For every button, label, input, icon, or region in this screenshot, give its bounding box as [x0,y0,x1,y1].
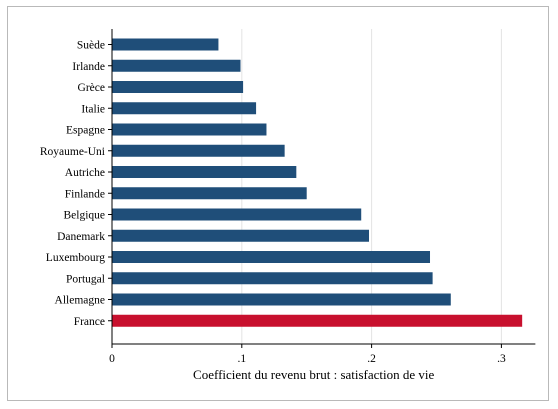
bar [112,293,451,306]
bar [112,123,267,136]
bar [112,144,285,157]
category-label: Royaume-Uni [40,146,105,158]
x-tick-label: .2 [367,353,376,365]
category-label: Belgique [63,210,105,222]
category-label: France [74,316,105,328]
x-tick-label: .1 [237,353,246,365]
chart-frame: Suède Irlande Grèce Italie Espagne Royaume-Un… [7,6,549,401]
axes [111,29,536,345]
bar [112,81,244,93]
bars [112,38,523,327]
x-tick-label: .3 [497,353,506,365]
bar [112,229,370,242]
category-label: Danemark [57,231,105,243]
bar-chart: Suède Irlande Grèce Italie Espagne Royaume-Un… [40,29,536,382]
category-label: Autriche [65,167,105,179]
bar [112,102,257,115]
category-label: Luxembourg [46,252,105,264]
x-tick-labels: 0 .1 .2 .3 [109,344,506,365]
bar [112,38,219,51]
category-label: Italie [81,103,105,115]
category-label: Allemagne [55,295,105,307]
bar [112,166,297,178]
x-axis-title: Coefficient du revenu brut : satisfactio… [193,367,434,382]
bar [112,251,431,263]
bar [112,272,433,285]
x-tick-label: 0 [109,353,115,365]
bar [112,314,523,327]
category-label: Portugal [66,273,105,285]
bar [112,59,241,72]
category-label: Grèce [78,82,105,94]
bar [112,208,362,221]
category-label: Irlande [72,61,105,73]
category-label: Suède [77,40,105,52]
bar [112,187,307,200]
category-labels: Suède Irlande Grèce Italie Espagne Royaume-Un… [40,40,112,328]
category-label: Espagne [66,125,105,137]
category-label: Finlande [65,188,105,200]
